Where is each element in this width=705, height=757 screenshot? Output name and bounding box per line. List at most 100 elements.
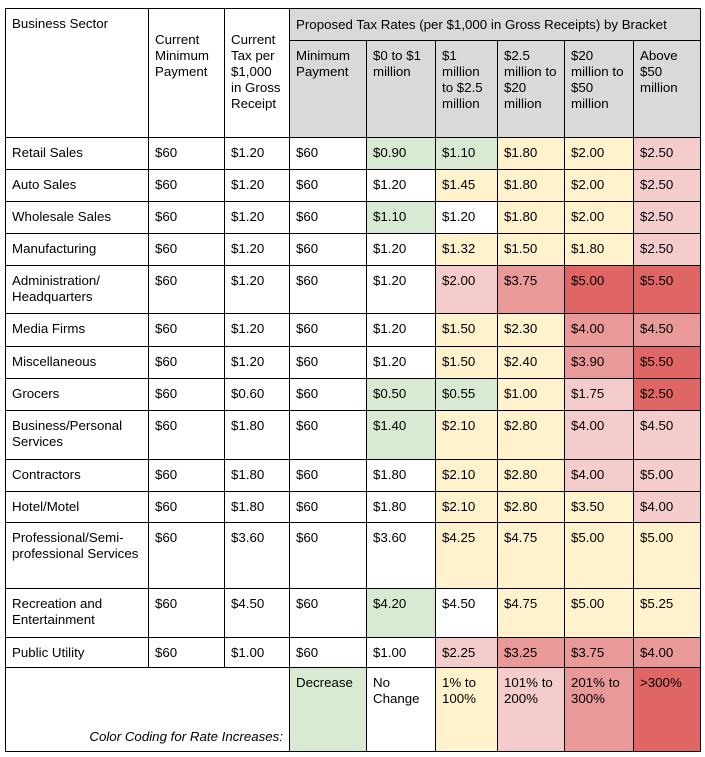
rate-cell: $3.60 <box>366 522 436 589</box>
header-bracket: Above $50 million <box>633 40 701 138</box>
sector-cell: Contractors <box>5 459 149 492</box>
rate-cell: $1.20 <box>366 313 436 347</box>
sector-cell: Retail Sales <box>5 137 149 170</box>
header-bracket: $1 million to $2.5 million <box>435 40 498 138</box>
table-row: Auto Sales $60 $1.20 $60 $1.20 $1.45 $1.80 $2.0… <box>5 169 701 202</box>
rate-cell: $1.20 <box>366 346 436 379</box>
table-row: Manufacturing $60 $1.20 $60 $1.20 $1.32 $1.50 $… <box>5 233 701 266</box>
rate-cell: $4.50 <box>633 313 701 347</box>
sector-cell: Recreation and Entertainment <box>5 588 149 638</box>
table-row: Media Firms $60 $1.20 $60 $1.20 $1.50 $2.30 $4.… <box>5 313 701 347</box>
sector-cell: Auto Sales <box>5 169 149 202</box>
table-row: Hotel/Motel $60 $1.80 $60 $1.80 $2.10 $2.80 $3.… <box>5 491 701 523</box>
rate-cell: $0.55 <box>435 378 498 411</box>
table-row: Public Utility $60 $1.00 $60 $1.00 $2.25 $3.25… <box>5 637 701 668</box>
rate-cell: $2.00 <box>564 137 634 170</box>
rate-cell: $1.00 <box>366 637 436 668</box>
current-tax-cell: $1.80 <box>224 410 290 460</box>
proposed-min-cell: $60 <box>289 346 367 379</box>
header-bracket: Minimum Payment <box>289 40 367 138</box>
proposed-min-cell: $60 <box>289 588 367 638</box>
table-row: Grocers $60 $0.60 $60 $0.50 $0.55 $1.00 $1.75 $2… <box>5 378 701 411</box>
legend-swatch: Decrease <box>289 667 367 752</box>
rate-cell: $2.50 <box>633 137 701 170</box>
rate-cell: $2.30 <box>497 313 565 347</box>
rate-cell: $4.25 <box>435 522 498 589</box>
color-legend-row: Color Coding for Rate Increases: Decrease… <box>5 667 701 752</box>
current-tax-cell: $1.20 <box>224 346 290 379</box>
legend-label: Color Coding for Rate Increases: <box>5 667 290 752</box>
current-tax-cell: $1.80 <box>224 491 290 523</box>
rate-cell: $5.00 <box>633 459 701 492</box>
rate-cell: $1.80 <box>564 233 634 266</box>
current-tax-cell: $1.00 <box>224 637 290 668</box>
rate-cell: $3.90 <box>564 346 634 379</box>
legend-swatch: 1% to 100% <box>435 667 498 752</box>
current-min-cell: $60 <box>148 313 225 347</box>
rate-cell: $4.50 <box>633 410 701 460</box>
table-row: Business/Personal Services $60 $1.80 $60 $1.… <box>5 410 701 460</box>
rate-cell: $2.00 <box>564 169 634 202</box>
current-min-cell: $60 <box>148 137 225 170</box>
proposed-min-cell: $60 <box>289 233 367 266</box>
header-bracket: $2.5 million to $20 million <box>497 40 565 138</box>
table-row: Retail Sales $60 $1.20 $60 $0.90 $1.10 $1.80 $2… <box>5 137 701 170</box>
rate-cell: $1.20 <box>435 201 498 234</box>
rate-cell: $2.00 <box>564 201 634 234</box>
sector-cell: Grocers <box>5 378 149 411</box>
rate-cell: $1.20 <box>366 233 436 266</box>
rate-cell: $2.80 <box>497 491 565 523</box>
legend-swatch: 101% to 200% <box>497 667 565 752</box>
rate-cell: $4.75 <box>497 522 565 589</box>
sector-cell: Hotel/Motel <box>5 491 149 523</box>
sector-cell: Miscellaneous <box>5 346 149 379</box>
rate-cell: $1.40 <box>366 410 436 460</box>
sector-cell: Wholesale Sales <box>5 201 149 234</box>
current-min-cell: $60 <box>148 233 225 266</box>
rate-cell: $2.10 <box>435 410 498 460</box>
current-min-cell: $60 <box>148 491 225 523</box>
rate-cell: $1.20 <box>366 265 436 314</box>
rate-cell: $2.25 <box>435 637 498 668</box>
rate-cell: $5.00 <box>633 522 701 589</box>
rate-cell: $4.00 <box>633 491 701 523</box>
sector-cell: Business/Personal Services <box>5 410 149 460</box>
rate-cell: $1.10 <box>435 137 498 170</box>
rate-cell: $1.20 <box>366 169 436 202</box>
rate-cell: $2.50 <box>633 201 701 234</box>
legend-swatch: >300% <box>633 667 701 752</box>
current-min-cell: $60 <box>148 637 225 668</box>
current-min-cell: $60 <box>148 588 225 638</box>
rate-cell: $5.00 <box>564 522 634 589</box>
header-current-minimum: Current Minimum Payment <box>148 8 225 138</box>
current-tax-cell: $3.60 <box>224 522 290 589</box>
legend-swatch: No Change <box>366 667 436 752</box>
table-row: Recreation and Entertainment $60 $4.50 $60 $… <box>5 588 701 638</box>
current-tax-cell: $0.60 <box>224 378 290 411</box>
rate-cell: $1.50 <box>435 346 498 379</box>
rate-cell: $2.50 <box>633 169 701 202</box>
legend-swatch: 201% to 300% <box>564 667 634 752</box>
rate-cell: $4.00 <box>564 410 634 460</box>
sector-cell: Administration/ Headquarters <box>5 265 149 314</box>
proposed-min-cell: $60 <box>289 137 367 170</box>
current-tax-cell: $1.20 <box>224 169 290 202</box>
rate-cell: $5.00 <box>564 588 634 638</box>
proposed-min-cell: $60 <box>289 378 367 411</box>
header-bracket: $0 to $1 million <box>366 40 436 138</box>
current-tax-cell: $1.20 <box>224 313 290 347</box>
rate-cell: $2.00 <box>435 265 498 314</box>
proposed-min-cell: $60 <box>289 522 367 589</box>
current-tax-cell: $1.20 <box>224 265 290 314</box>
rate-cell: $2.10 <box>435 459 498 492</box>
rate-cell: $4.00 <box>633 637 701 668</box>
current-min-cell: $60 <box>148 459 225 492</box>
current-tax-cell: $4.50 <box>224 588 290 638</box>
rate-cell: $4.20 <box>366 588 436 638</box>
rate-cell: $1.80 <box>366 459 436 492</box>
rate-cell: $2.40 <box>497 346 565 379</box>
current-min-cell: $60 <box>148 378 225 411</box>
rate-cell: $2.10 <box>435 491 498 523</box>
rate-cell: $1.00 <box>497 378 565 411</box>
table-row: Wholesale Sales $60 $1.20 $60 $1.10 $1.20 $1.8… <box>5 201 701 234</box>
